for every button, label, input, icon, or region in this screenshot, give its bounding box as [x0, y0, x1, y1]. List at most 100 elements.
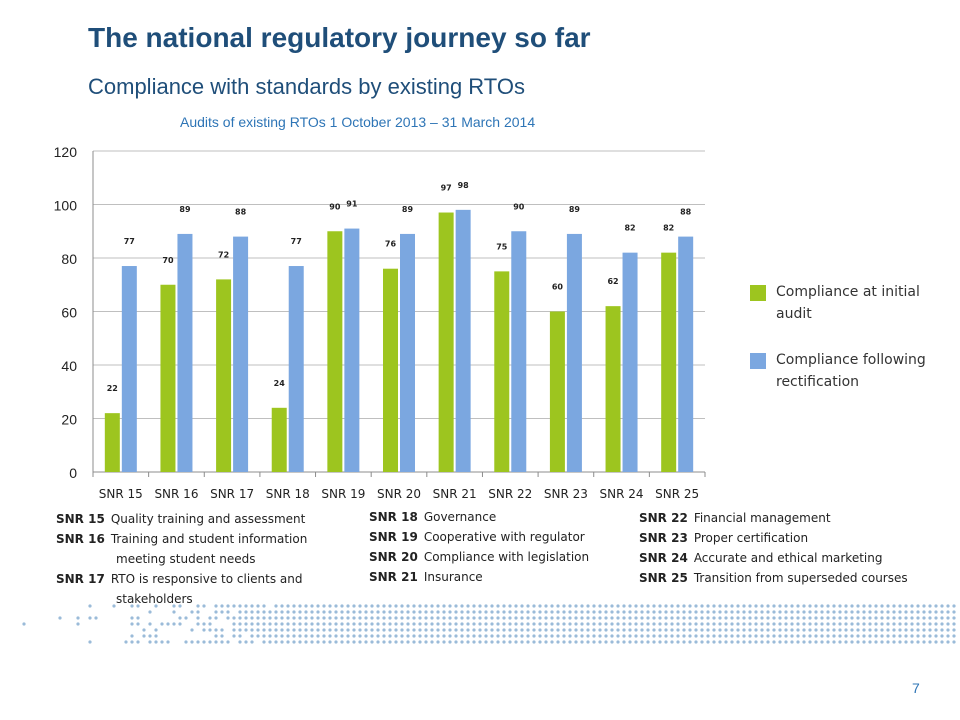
- decorative-dot: [376, 616, 380, 620]
- decorative-dot: [670, 640, 674, 644]
- decorative-dot: [928, 610, 932, 614]
- decorative-dot: [922, 640, 926, 644]
- decorative-dot: [628, 634, 632, 638]
- decorative-dot: [310, 610, 314, 614]
- decorative-dot: [640, 616, 644, 620]
- decorative-dot: [478, 634, 482, 638]
- decorative-dot: [736, 628, 740, 632]
- decorative-dot: [952, 622, 956, 626]
- decorative-dot: [352, 634, 356, 638]
- decorative-dot: [520, 622, 524, 626]
- decorative-dot: [490, 640, 494, 644]
- data-label: 75: [496, 242, 508, 251]
- decorative-dot: [214, 628, 218, 632]
- bar-initial: [271, 407, 287, 472]
- glossary-row: SNR 25 Transition from superseded courses: [639, 571, 908, 591]
- decorative-dot: [940, 622, 944, 626]
- decorative-dot: [646, 616, 650, 620]
- decorative-dot: [268, 640, 272, 644]
- decorative-dot: [658, 634, 662, 638]
- decorative-dot: [628, 604, 632, 608]
- decorative-dot: [472, 616, 476, 620]
- decorative-dot: [304, 622, 308, 626]
- decorative-dot: [820, 628, 824, 632]
- decorative-dot: [790, 622, 794, 626]
- decorative-dot: [676, 628, 680, 632]
- decorative-dot: [448, 640, 452, 644]
- glossary-code: SNR 24: [639, 551, 688, 565]
- decorative-dot: [754, 610, 758, 614]
- decorative-dot: [736, 610, 740, 614]
- decorative-dot: [868, 640, 872, 644]
- decorative-dot: [340, 628, 344, 632]
- decorative-dot: [766, 604, 770, 608]
- x-tick-label: SNR 18: [266, 487, 310, 501]
- decorative-dot: [496, 604, 500, 608]
- decorative-dot: [484, 616, 488, 620]
- decorative-dot: [652, 622, 656, 626]
- decorative-dot: [340, 634, 344, 638]
- decorative-dot: [304, 604, 308, 608]
- decorative-dot: [766, 610, 770, 614]
- decorative-dot: [406, 604, 410, 608]
- decorative-dot: [214, 634, 218, 638]
- decorative-dot: [364, 616, 368, 620]
- y-tick-label: 60: [61, 305, 77, 321]
- decorative-dot: [886, 604, 890, 608]
- decorative-dot: [802, 610, 806, 614]
- decorative-dot: [874, 604, 878, 608]
- decorative-dot: [868, 604, 872, 608]
- decorative-dot: [814, 628, 818, 632]
- decorative-dot: [796, 616, 800, 620]
- decorative-dot: [904, 610, 908, 614]
- decorative-dot: [700, 616, 704, 620]
- decorative-dot: [454, 628, 458, 632]
- legend-label-rectified: Compliance following rectification: [776, 352, 926, 390]
- decorative-dot: [400, 610, 404, 614]
- decorative-dot: [514, 634, 518, 638]
- x-tick-label: SNR 20: [377, 487, 421, 501]
- decorative-dot: [730, 604, 734, 608]
- decorative-dot: [280, 604, 284, 608]
- decorative-dot: [502, 610, 506, 614]
- decorative-dot: [712, 604, 716, 608]
- decorative-dot: [550, 628, 554, 632]
- decorative-dot: [274, 610, 278, 614]
- decorative-dot: [220, 610, 224, 614]
- decorative-dot: [376, 604, 380, 608]
- data-label: 89: [179, 205, 191, 214]
- decorative-dot: [862, 640, 866, 644]
- decorative-dot: [364, 604, 368, 608]
- decorative-dot: [340, 622, 344, 626]
- decorative-dot: [700, 622, 704, 626]
- decorative-dot: [718, 622, 722, 626]
- decorative-dot: [568, 628, 572, 632]
- decorative-dot: [754, 622, 758, 626]
- decorative-dot: [202, 628, 206, 632]
- decorative-dot: [250, 628, 254, 632]
- decorative-dot: [460, 634, 464, 638]
- decorative-dot: [298, 616, 302, 620]
- decorative-dot: [814, 640, 818, 644]
- decorative-dot: [688, 628, 692, 632]
- decorative-dot: [544, 640, 548, 644]
- decorative-dot: [412, 616, 416, 620]
- decorative-dot: [892, 622, 896, 626]
- decorative-dot: [784, 622, 788, 626]
- decorative-dot: [580, 634, 584, 638]
- decorative-dot: [730, 640, 734, 644]
- decorative-dot: [796, 628, 800, 632]
- decorative-dot: [172, 604, 176, 608]
- decorative-dot: [694, 634, 698, 638]
- decorative-dot: [544, 604, 548, 608]
- decorative-dot: [460, 640, 464, 644]
- decorative-dot: [154, 604, 158, 608]
- decorative-dot: [940, 610, 944, 614]
- decorative-dot: [352, 628, 356, 632]
- decorative-dot: [886, 640, 890, 644]
- decorative-dot: [604, 610, 608, 614]
- decorative-dot: [430, 604, 434, 608]
- decorative-dot: [346, 610, 350, 614]
- decorative-dot: [898, 640, 902, 644]
- decorative-dot: [562, 634, 566, 638]
